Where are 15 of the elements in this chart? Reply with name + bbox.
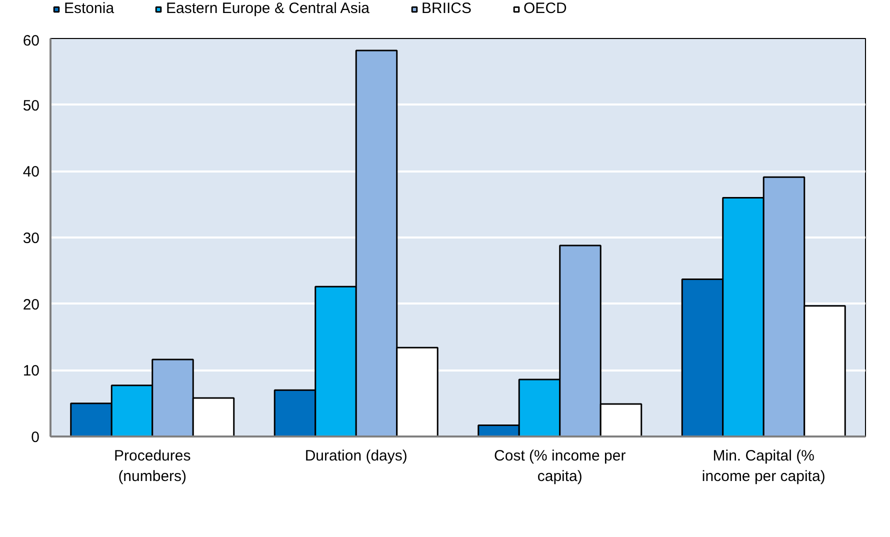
legend-label: BRIICS <box>422 0 472 17</box>
y-tick-label: 10 <box>22 362 40 380</box>
y-tick-label: 60 <box>22 32 40 50</box>
x-tick-label: Cost (% income per capita) <box>494 448 626 485</box>
y-tick-label: 50 <box>22 97 40 114</box>
legend-label: Estonia <box>64 0 114 17</box>
x-tick-label: Duration (days) <box>304 448 408 464</box>
y-tick-label: 30 <box>22 230 40 247</box>
x-tick-label: Procedures (numbers) <box>114 448 191 485</box>
legend-label: Eastern Europe & Central Asia <box>166 0 370 17</box>
y-tick-label: 40 <box>22 164 40 181</box>
y-tick-label: 0 <box>31 429 40 446</box>
y-tick-label: 20 <box>22 296 40 314</box>
x-tick-label: Min. Capital (% income per capita) <box>702 448 826 485</box>
legend-label: OECD <box>524 0 567 17</box>
